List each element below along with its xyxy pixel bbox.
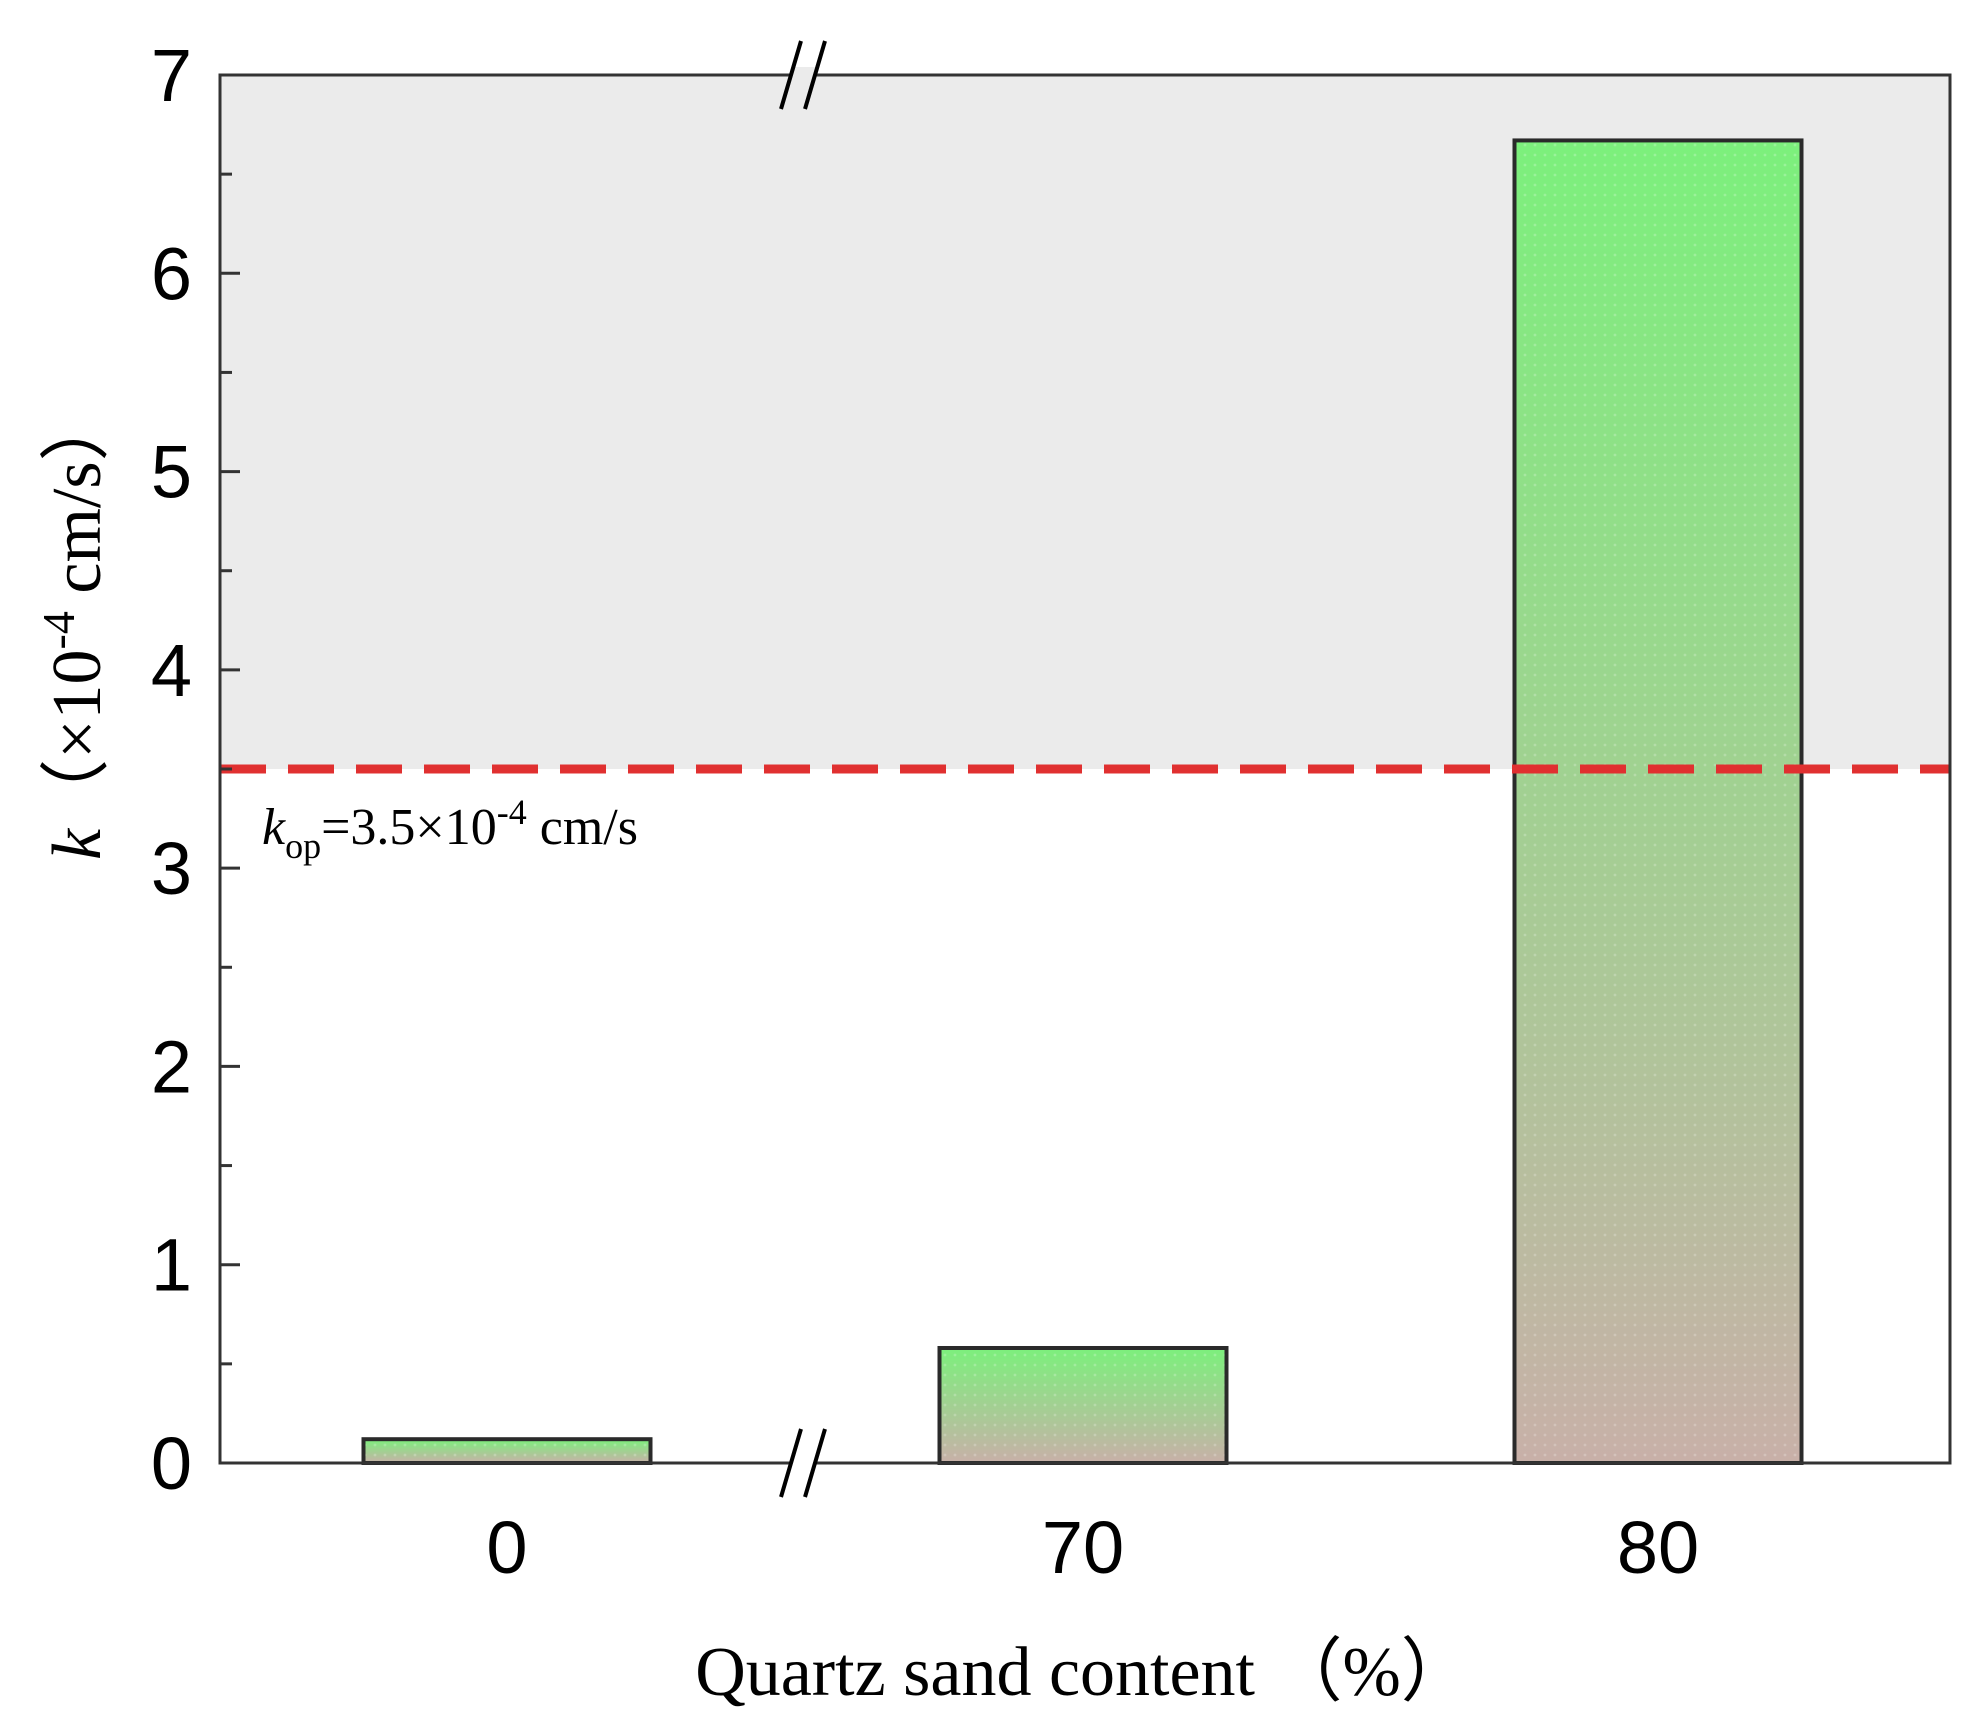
bar-texture-80 [1516,142,1800,1461]
threshold-text: =3.5×10 [321,799,497,856]
threshold-symbol: k [262,799,286,856]
x-axis-label: Quartz sand content （%） [695,1634,1471,1711]
y-axis-label: k（×10-4 cm/s） [33,391,116,860]
y-tick-label: 5 [151,431,192,514]
axis-break-bottom-icon [779,1428,827,1498]
bar-texture-70 [941,1349,1225,1461]
y-tick-label: 6 [151,232,192,315]
threshold-label: kop=3.5×10-4 cm/s [262,792,638,866]
y-axis-exponent: -4 [33,611,84,649]
axis-break-top-icon [779,40,827,110]
y-tick-label: 1 [151,1224,192,1307]
y-tick-label: 3 [151,827,192,910]
x-tick-labels-group: 0 70 80 [486,1506,1699,1589]
bars-group [361,138,1804,1465]
y-axis-unit: cm/s） [39,391,116,611]
axis-break-slash [803,40,827,110]
x-tick-label: 0 [486,1506,527,1589]
x-tick-label: 70 [1042,1506,1124,1589]
axis-break-slash [779,40,803,110]
y-tick-label: 7 [151,34,192,117]
threshold-exponent: -4 [497,792,527,832]
y-axis-open: （×10 [39,649,116,828]
y-tick-label: 2 [151,1025,192,1108]
axis-break-slash [803,1428,827,1498]
y-axis-symbol: k [39,827,116,860]
axis-break-gap [791,1455,815,1471]
y-ticks-group: 0 1 2 3 4 5 6 7 [151,34,240,1505]
threshold-unit: cm/s [527,799,638,856]
threshold-subscript: op [285,826,321,866]
y-tick-label: 0 [151,1422,192,1505]
bar-texture-0 [365,1441,649,1461]
x-tick-label: 80 [1617,1506,1699,1589]
y-tick-label: 4 [151,629,192,712]
axis-break-gap [791,67,815,83]
axis-break-slash [779,1428,803,1498]
